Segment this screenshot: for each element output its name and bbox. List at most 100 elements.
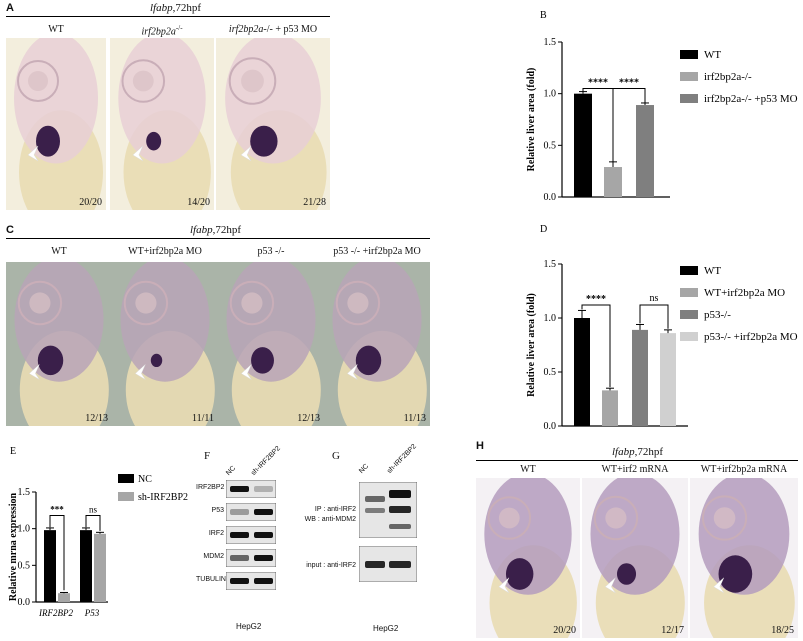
panel-h-letter: H [476, 440, 484, 452]
sig-bracket [639, 304, 669, 329]
chart-panel-letter: E [10, 446, 16, 457]
panel-g-blot1-label-a: IP : anti-IRF2 [314, 506, 356, 513]
bar [44, 530, 56, 602]
legend-label: NC [138, 474, 152, 485]
bar [660, 333, 676, 426]
blot-band [365, 496, 385, 502]
sig-bracket [49, 514, 65, 591]
sig-bracket [581, 304, 611, 388]
panel-a-letter: A [6, 2, 14, 14]
x-tick-label: P53 [84, 608, 100, 618]
panel-f-blot-strip [226, 549, 276, 567]
blot-band [254, 555, 273, 561]
panel-g-letter: G [332, 450, 340, 462]
sig-label: **** [588, 78, 608, 89]
panel-h-col3-label: WT+irf2bp2a mRNA [700, 464, 788, 475]
panel-a-col1-label: WT [48, 24, 64, 35]
panel-a-col3-label: irf2bp2a-/- + p53 MO [228, 24, 318, 35]
panel-d-chart: D 0.0 0.5 1.0 1.5 Relative liver area (fold) *… [526, 224, 798, 432]
sig-label: **** [619, 78, 639, 89]
legend-swatch [680, 50, 698, 59]
y-tick-label: 0.0 [18, 597, 31, 608]
bar [574, 93, 592, 197]
blot-band [230, 578, 249, 584]
bar [80, 530, 92, 602]
blot-band [389, 561, 411, 568]
panel-h-header: lfabp,72hpf [612, 446, 663, 458]
blot-band [230, 486, 249, 492]
panel-g-blot-strip [359, 482, 417, 538]
blot-band [254, 532, 273, 538]
y-axis-label: Relative mrna expression [8, 492, 19, 601]
blot-band [365, 561, 385, 568]
panel-c-rule [6, 238, 430, 239]
panelA-embryo-image: 21/28 [216, 38, 330, 210]
sig-bracket [582, 88, 646, 103]
panel-f-row-label: IRF2BP2 [196, 484, 225, 491]
bar [604, 167, 622, 197]
panel-f-blot-strip [226, 526, 276, 544]
panel-c-col2-label: WT+irf2bp2a MO [128, 246, 202, 257]
bar [602, 390, 618, 426]
panel-a-col2-label: irf2bp2a-/- [141, 24, 183, 38]
panel-c-col3-label: p53 -/- [257, 246, 285, 257]
y-tick-label: 1.0 [18, 524, 31, 535]
legend-swatch [118, 474, 134, 483]
panel-g-lane-label: NC [358, 462, 371, 475]
sig-bracket [85, 514, 101, 531]
panel-f-cell-line: HepG2 [236, 622, 262, 631]
legend-swatch [680, 72, 698, 81]
panel-f-lane-label: NC [225, 464, 238, 477]
y-tick-label: 0.5 [544, 140, 557, 151]
panel-g-lane-label: sh-IRF2BP2 [386, 443, 418, 475]
panelH-embryo-image: 12/17 [582, 478, 688, 638]
panel-h-stage: ,72hpf [634, 446, 664, 458]
y-tick-label: 1.5 [544, 37, 557, 48]
blot-band [389, 506, 411, 513]
blot-band [389, 524, 411, 529]
x-tick-label: IRF2BP2 [38, 608, 73, 618]
panel-c-letter: C [6, 224, 14, 236]
panelC-embryo-image: 11/11 [112, 262, 218, 426]
panel-a-stage: ,72hpf [172, 2, 202, 14]
panel-h-col2-label: WT+irf2 mRNA [601, 464, 669, 475]
bar [636, 105, 654, 197]
panel-f-lane-label: sh-IRF2BP2 [250, 445, 282, 477]
y-axis-label: Relative liver area (fold) [526, 293, 537, 397]
panel-c-stage: ,72hpf [212, 224, 242, 236]
legend-swatch [680, 310, 698, 319]
blot-band [254, 486, 273, 492]
legend-label: irf2bp2a-/- [704, 71, 752, 83]
panel-f-row-label: P53 [211, 507, 224, 514]
panel-h-col1-label: WT [520, 464, 536, 475]
bar [94, 533, 106, 602]
panelC-count: 12/13 [85, 413, 108, 424]
panel-f-row-label: IRF2 [208, 530, 224, 537]
panelC-count: 12/13 [297, 413, 320, 424]
panelA-count: 21/28 [303, 197, 326, 208]
panelA-count: 20/20 [79, 197, 102, 208]
sig-label: ns [650, 293, 659, 304]
blot-band [230, 555, 249, 561]
blot-band [389, 490, 411, 498]
panel-f-blot-strip [226, 480, 276, 498]
y-tick-label: 1.0 [544, 89, 557, 100]
legend-label: sh-IRF2BP2 [138, 492, 188, 503]
panelH-embryo-image: 18/25 [690, 478, 798, 638]
sig-label: ns [89, 504, 98, 514]
panel-f-row-label: MDM2 [203, 553, 224, 560]
legend-swatch [680, 332, 698, 341]
bar [632, 329, 648, 426]
panelH-count: 20/20 [553, 625, 576, 636]
panelC-embryo-image: 12/13 [6, 262, 112, 426]
legend-swatch [680, 288, 698, 297]
legend-swatch [680, 266, 698, 275]
chart-panel-letter: B [540, 10, 547, 21]
panelA-embryo-image: 14/20 [110, 38, 214, 210]
y-tick-label: 0.0 [544, 192, 557, 203]
panel-c-col1-label: WT [51, 246, 67, 257]
panel-f-blot-strip [226, 572, 276, 590]
y-tick-label: 0.5 [18, 560, 31, 571]
legend-swatch [680, 94, 698, 103]
